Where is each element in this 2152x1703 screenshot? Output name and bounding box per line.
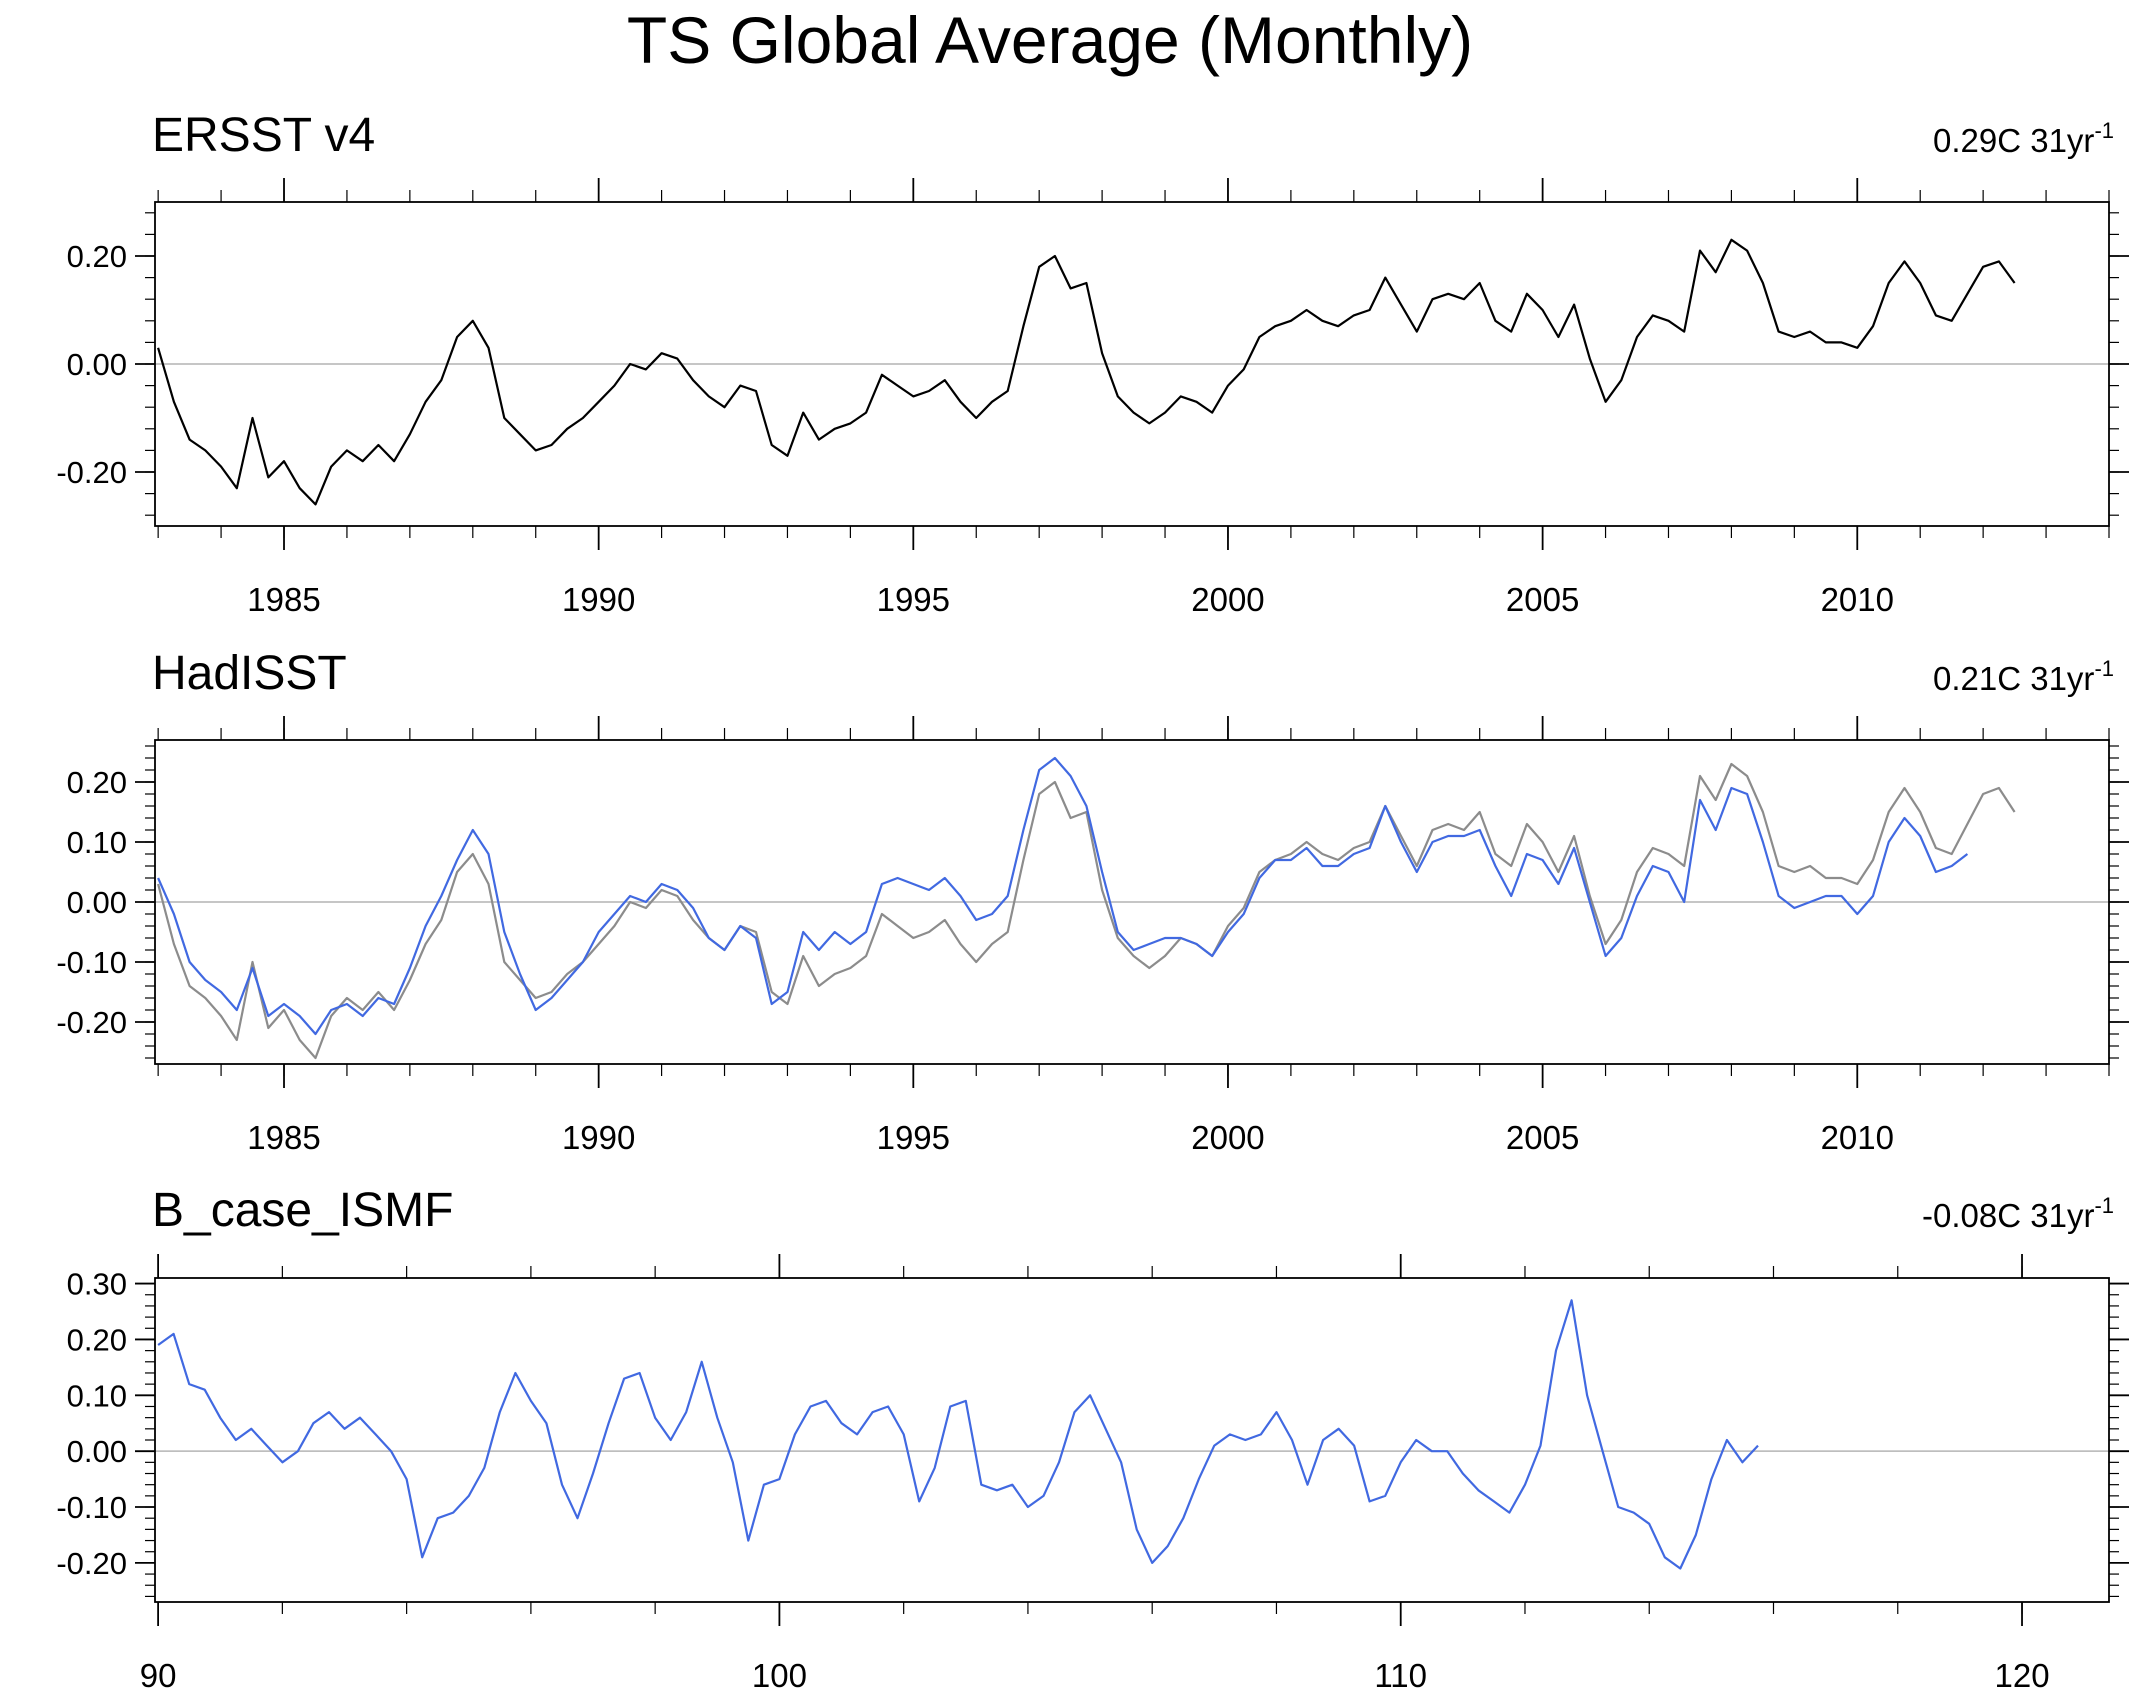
panel-1-trend-value: 0.29C 31yr: [1933, 122, 2095, 159]
panel-3-x-tick-label: 90: [140, 1657, 177, 1694]
panel-3-y-tick-label: 0.00: [67, 1434, 127, 1469]
panel-2-y-tick-label: 0.10: [67, 825, 127, 860]
panel-1-series-ersst-line: [157, 238, 2016, 506]
panel-3-series-hadisst-line: [157, 1299, 1759, 1570]
panel-1-x-tick-label: 1990: [562, 581, 635, 618]
panel-3-x-tick-label: 120: [1994, 1657, 2049, 1694]
panel-2-y-tick-label: -0.10: [56, 945, 127, 980]
panel-1-x-tick-label: 2000: [1191, 581, 1264, 618]
panel-2-x-tick-label: 1985: [247, 1119, 320, 1156]
panel-1-x-tick-label: 2010: [1821, 581, 1894, 618]
panel-3-title: B_case_ISMF: [152, 1184, 454, 1237]
panel-3-x-tick-label: 110: [1374, 1657, 1427, 1694]
panel-1-trend-label: 0.29C 31yr-1: [1933, 118, 2114, 160]
panel-3-frame: [154, 1277, 2110, 1603]
panel-3-trend-value: -0.08C 31yr: [1922, 1197, 2095, 1234]
panel-2-plot: -0.20 -0.10 0.00 0.10 0.20 1985 1990 1995 2000 20…: [56, 716, 2129, 1156]
panel-1-x-tick-label: 1985: [247, 581, 320, 618]
panel-2-y-tick-label: 0.00: [67, 885, 127, 920]
panel-2-trend-value: 0.21C 31yr: [1933, 660, 2095, 697]
panel-2-x-tick-label: 1995: [877, 1119, 950, 1156]
figure-title: TS Global Average (Monthly): [626, 3, 1474, 77]
panel-2-y-tick-label: 0.20: [67, 765, 127, 800]
panel-3-y-tick-label: -0.20: [56, 1546, 127, 1581]
panel-2-title: HadISST: [152, 647, 347, 700]
panel-3-y-tick-label: -0.10: [56, 1490, 127, 1525]
panel-2-series-hadisst-line: [157, 756, 1969, 1036]
panel-1-y-tick-label: -0.20: [56, 455, 127, 490]
panel-3-y-tick-label: 0.30: [67, 1267, 127, 1302]
panel-3-y-tick-label: 0.10: [67, 1378, 127, 1413]
panel-1-plot: -0.20 0.00 0.20 1985 1990 1995 2000 2005 2010: [56, 178, 2129, 618]
panel-3-trend-exponent: -1: [2094, 1193, 2114, 1218]
panel-2-y-tick-label: -0.20: [56, 1005, 127, 1040]
panel-2-series-reference-line: [157, 762, 2016, 1060]
panel-1-title: ERSST v4: [152, 109, 376, 162]
panel-1-y-tick-label: 0.00: [67, 347, 127, 382]
panel-3-x-tick-label: 100: [752, 1657, 807, 1694]
panel-2-x-tick-label: 2005: [1506, 1119, 1579, 1156]
panel-2-trend-label: 0.21C 31yr-1: [1933, 656, 2114, 698]
panel-3-y-tick-label: 0.20: [67, 1322, 127, 1357]
panel-2-x-tick-label: 1990: [562, 1119, 635, 1156]
panel-2-x-tick-label: 2010: [1821, 1119, 1894, 1156]
panel-2-x-tick-label: 2000: [1191, 1119, 1264, 1156]
panel-2-trend-exponent: -1: [2094, 656, 2114, 681]
panel-1-x-tick-label: 2005: [1506, 581, 1579, 618]
panel-1-trend-exponent: -1: [2094, 118, 2114, 143]
panel-3-trend-label: -0.08C 31yr-1: [1922, 1193, 2114, 1235]
panel-1-x-tick-label: 1995: [877, 581, 950, 618]
panel-3-plot: -0.20 -0.10 0.00 0.10 0.20 0.30 90 100 110 120: [56, 1254, 2129, 1694]
panel-1-y-tick-label: 0.20: [67, 239, 127, 274]
